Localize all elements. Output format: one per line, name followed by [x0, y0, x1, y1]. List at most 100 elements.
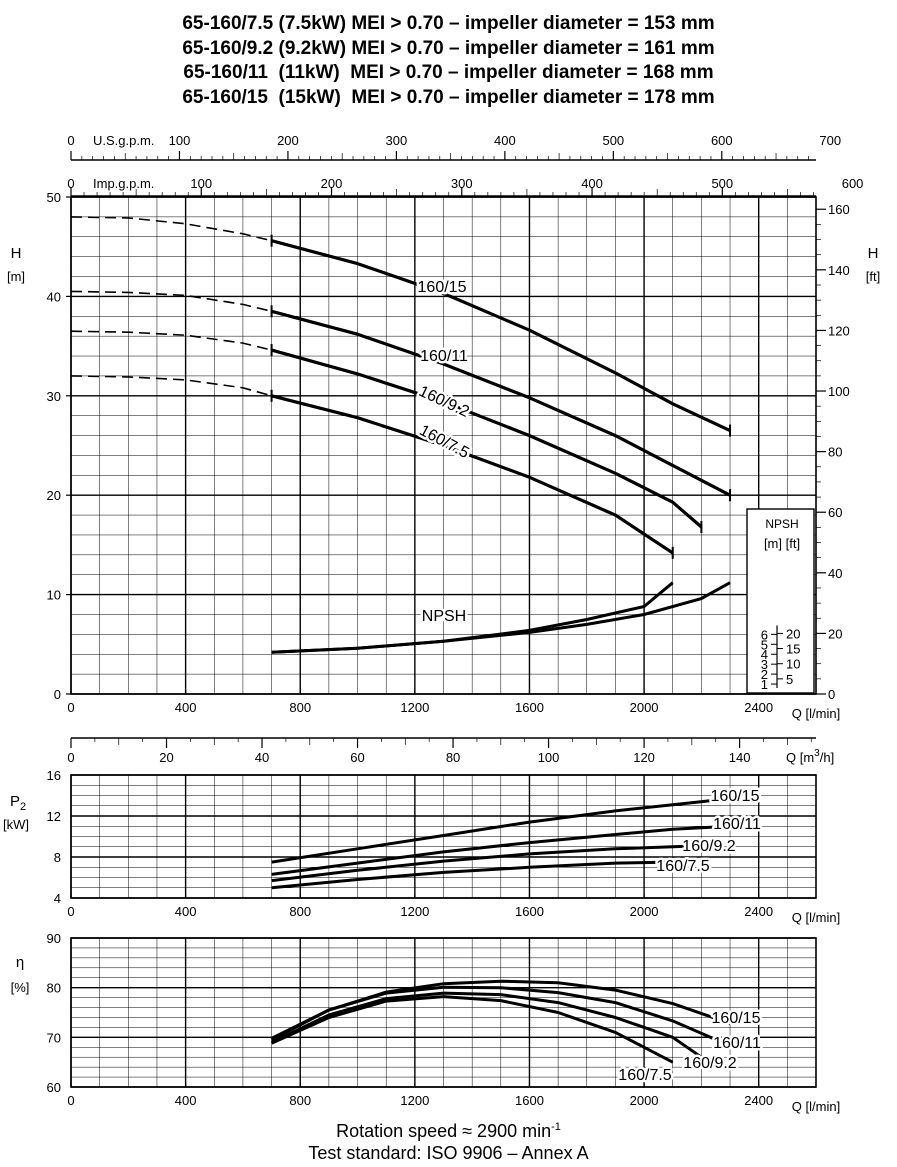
head-y-tick-label: 10	[47, 588, 61, 603]
eff-x-tick-label: 400	[175, 1093, 197, 1108]
flow-m3h-axis: 0 20 40 60 80 100 120 140 Q [m3/h]	[67, 737, 834, 765]
head-frame	[70, 196, 817, 695]
power-x-axis-label: Q [l/min]	[792, 910, 840, 925]
head-ft-tick-label: 0	[828, 687, 835, 702]
head-x-tick-label: 1600	[515, 700, 544, 715]
head-ft-tick-label: 120	[828, 323, 850, 338]
head-x-tick-label: 0	[67, 700, 74, 715]
head-ft-tick-label: 80	[828, 445, 842, 460]
head-ft-axis-unit: [ft]	[866, 269, 880, 284]
impgpm-tick-label: 400	[581, 176, 603, 191]
npsh-curve-label: NPSH	[422, 608, 466, 625]
chart-titles: 65-160/7.5 (7.5kW) MEI > 0.70 – impeller…	[0, 12, 897, 110]
power-curve-label-160-15: 160/15	[711, 788, 760, 805]
power-frame	[70, 774, 817, 899]
npsh-inset-ft-label: 10	[786, 657, 800, 672]
m3h-tick-label: 80	[446, 750, 460, 765]
eff-y-tick-label: 90	[47, 931, 61, 946]
head-curve-label-160-7-5: 160/7.5	[417, 422, 472, 462]
eff-curve-label-160-11: 160/11	[713, 1035, 761, 1052]
title-line-15: 65-160/15 (15kW) MEI > 0.70 – impeller d…	[182, 86, 715, 108]
power-chart: 4 8 12 16 P2 [kW] 0 400 800 1200 1600 2000 2400 Q [l/…	[3, 768, 840, 925]
head-curve-dashed-160-11	[70, 290, 272, 313]
power-curve-160-11	[271, 824, 731, 876]
npsh-inset-ft-label: 15	[786, 642, 800, 657]
npsh-inset-units: [m] [ft]	[764, 536, 800, 551]
head-x-tick-label: 1200	[400, 700, 429, 715]
head-y-tick-label: 40	[47, 289, 61, 304]
head-y-tick-label: 50	[47, 190, 61, 205]
efficiency-chart: 60 70 80 90 η [%] 0 400 800 1200 1600 2000 2400 Q [l/…	[11, 931, 841, 1114]
m3h-tick-label: 120	[633, 750, 655, 765]
head-curve-160-15	[271, 239, 731, 433]
power-x-tick-label: 800	[289, 904, 311, 919]
title-line-7-5: 65-160/7.5 (7.5kW) MEI > 0.70 – impeller…	[182, 13, 715, 34]
head-curve-label-160-15: 160/15	[418, 279, 467, 296]
power-x-tick-label: 1600	[515, 904, 544, 919]
power-curve-160-15	[271, 797, 731, 864]
head-curve-label-160-11: 160/11	[420, 348, 468, 365]
eff-curve-label-160-7-5: 160/7.5	[618, 1067, 671, 1084]
m3h-tick-label: 40	[255, 750, 269, 765]
head-x-tick-label: 2400	[744, 700, 773, 715]
eff-curve-label-160-9-2: 160/9.2	[683, 1055, 736, 1072]
head-y-tick-label: 30	[47, 389, 61, 404]
power-curve-label-160-9-2: 160/9.2	[682, 838, 735, 855]
power-y-axis-label-subscript: 2	[20, 801, 26, 813]
eff-y-tick-label: 70	[47, 1030, 61, 1045]
head-y-tick-label: 0	[54, 687, 61, 702]
power-x-tick-label: 2400	[744, 904, 773, 919]
head-curve-dashed-160-7-5	[70, 375, 272, 397]
power-y-tick-label: 8	[54, 850, 61, 865]
npsh-curve	[271, 581, 731, 654]
impgpm-axis-label: Imp.g.p.m.	[93, 176, 154, 191]
npsh-inset-ft-label: 5	[786, 672, 793, 687]
impgpm-tick-label: 0	[67, 176, 74, 191]
usgpm-tick-label: 0	[67, 133, 74, 148]
eff-y-tick-label: 80	[47, 981, 61, 996]
head-x-axis-label: Q [l/min]	[792, 706, 840, 721]
npsh-inset-m-label: 6	[761, 627, 768, 642]
power-curve-label-160-7-5: 160/7.5	[656, 858, 709, 875]
eff-curve-160-7-5	[270, 995, 674, 1064]
power-curve-160-9-2	[271, 844, 702, 883]
head-curve-160-11	[271, 309, 731, 497]
npsh-inset-ft-label: 20	[786, 626, 800, 641]
eff-x-tick-label: 1600	[515, 1093, 544, 1108]
eff-x-tick-label: 0	[67, 1093, 74, 1108]
head-curve-160-7-5	[271, 394, 674, 555]
m3h-tick-label: 140	[729, 750, 751, 765]
head-curve-dashed-160-9-2	[70, 330, 272, 351]
usgpm-axis-label: U.S.g.p.m.	[93, 133, 154, 148]
head-y-tick-label: 20	[47, 488, 61, 503]
eff-y-axis-label: η	[16, 954, 24, 971]
eff-curve-160-11	[270, 985, 731, 1048]
m3h-tick-label: 20	[159, 750, 173, 765]
head-y-axis-unit: [m]	[7, 269, 25, 284]
head-curve-label-160-9-2: 160/9.2	[416, 383, 472, 421]
impgpm-tick-label: 500	[711, 176, 733, 191]
power-y-tick-label: 4	[54, 891, 61, 906]
power-y-axis-label: P2	[10, 793, 26, 813]
power-y-tick-label: 16	[47, 768, 61, 783]
usgpm-tick-label: 300	[386, 133, 408, 148]
usgpm-tick-label: 100	[169, 133, 191, 148]
title-line-9-2: 65-160/9.2 (9.2kW) MEI > 0.70 – impeller…	[182, 37, 715, 59]
eff-x-tick-label: 2000	[630, 1093, 659, 1108]
m3h-tick-label: 100	[538, 750, 560, 765]
impgpm-tick-label: 100	[190, 176, 212, 191]
npsh-inset-m-label: 2	[761, 667, 768, 682]
head-ft-tick-label: 20	[828, 626, 842, 641]
head-x-tick-label: 400	[175, 700, 197, 715]
npsh-inset-m-label: 1	[761, 677, 768, 692]
eff-y-tick-label: 60	[47, 1080, 61, 1095]
flow-top-axes: 0 100 200 300 400 500 600 700 U.S.g.p.m. 0 100 200 3…	[67, 133, 864, 197]
power-curve-label-160-11: 160/11	[713, 816, 761, 833]
npsh-inset-m-label: 5	[761, 637, 768, 652]
impgpm-tick-label: 600	[842, 176, 864, 191]
head-curve-160-9-2	[271, 348, 703, 529]
eff-y-axis-unit: [%]	[11, 980, 30, 995]
head-x-tick-label: 2000	[630, 700, 659, 715]
power-curve-160-7-5	[271, 860, 673, 890]
